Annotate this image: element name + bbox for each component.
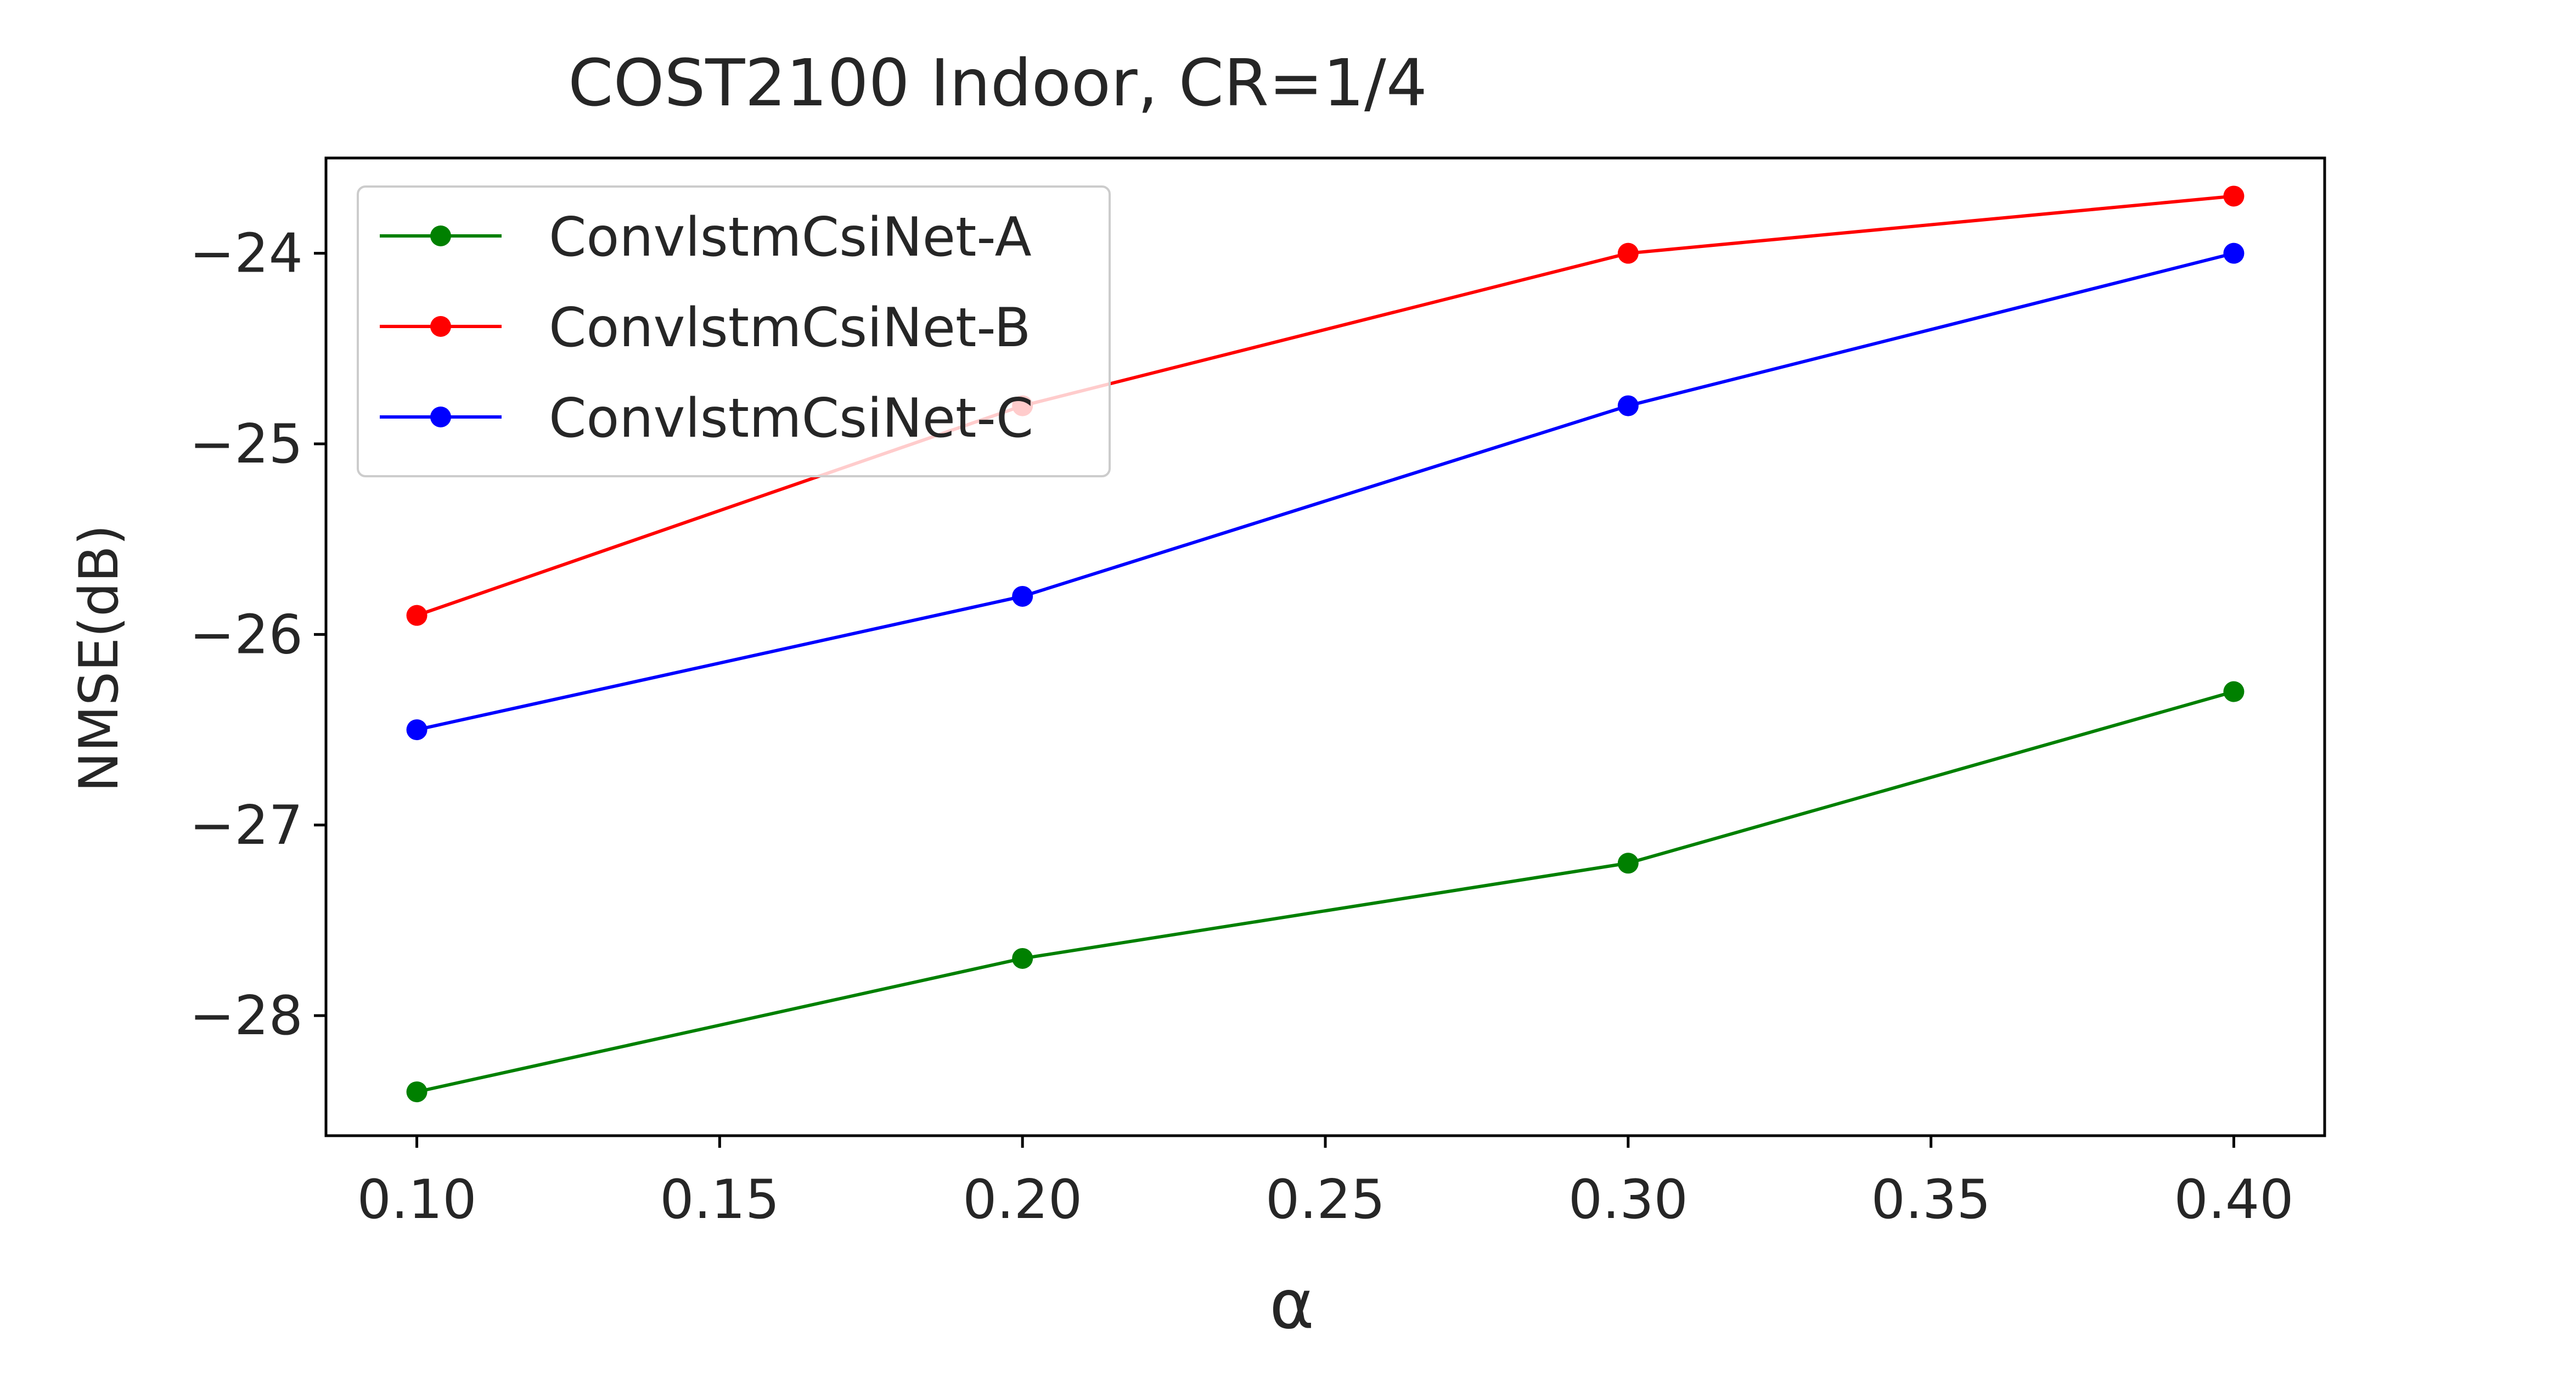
legend-box bbox=[357, 185, 1111, 477]
series-3-point bbox=[1617, 395, 1639, 416]
legend-label-3: ConvlstmCsiNet-C bbox=[549, 387, 1033, 450]
y-tick-label: −27 bbox=[189, 794, 303, 857]
series-2-point bbox=[2223, 185, 2245, 207]
chart-title: COST2100 Indoor, CR=1/4 bbox=[568, 45, 1427, 121]
x-tick-label: 0.10 bbox=[357, 1169, 476, 1231]
series-3-point bbox=[2223, 242, 2245, 264]
series-line-1 bbox=[416, 690, 2235, 1094]
legend-marker-1 bbox=[430, 225, 451, 246]
plot-area: 0.10 0.15 0.20 0.25 0.30 0.35 0.40 −24 −25 −26 −27… bbox=[189, 156, 2326, 1231]
series-3-point bbox=[406, 719, 428, 741]
series-3-point bbox=[1012, 585, 1033, 607]
y-tick-label: −25 bbox=[189, 413, 303, 476]
series-line-3 bbox=[416, 251, 2235, 732]
legend-label-2: ConvlstmCsiNet-B bbox=[549, 297, 1031, 359]
series-1-point bbox=[2223, 681, 2245, 702]
series-line-2 bbox=[416, 194, 2234, 617]
x-tick-label: 0.30 bbox=[1568, 1169, 1688, 1231]
legend-marker-2 bbox=[430, 316, 451, 337]
legend-label-1: ConvlstmCsiNet-A bbox=[549, 206, 1032, 269]
series-1-point bbox=[406, 1081, 428, 1103]
legend-marker-3 bbox=[430, 407, 451, 427]
series-1-point bbox=[1617, 853, 1639, 874]
x-tick-label: 0.15 bbox=[660, 1169, 779, 1231]
series-2-point bbox=[406, 605, 428, 626]
series-2-point bbox=[1617, 242, 1639, 264]
x-tick-label: 0.20 bbox=[963, 1169, 1082, 1231]
series-1-point bbox=[1012, 948, 1033, 969]
y-axis-label: NMSE(dB) bbox=[68, 525, 131, 792]
x-axis-label: α bbox=[1269, 1265, 1314, 1344]
x-tick-label: 0.35 bbox=[1871, 1169, 1991, 1231]
y-tick-label: −28 bbox=[189, 985, 303, 1047]
x-tick-label: 0.25 bbox=[1265, 1169, 1385, 1231]
x-tick-label: 0.40 bbox=[2174, 1169, 2293, 1231]
y-tick-label: −26 bbox=[189, 604, 303, 666]
y-tick-label: −24 bbox=[189, 223, 303, 285]
